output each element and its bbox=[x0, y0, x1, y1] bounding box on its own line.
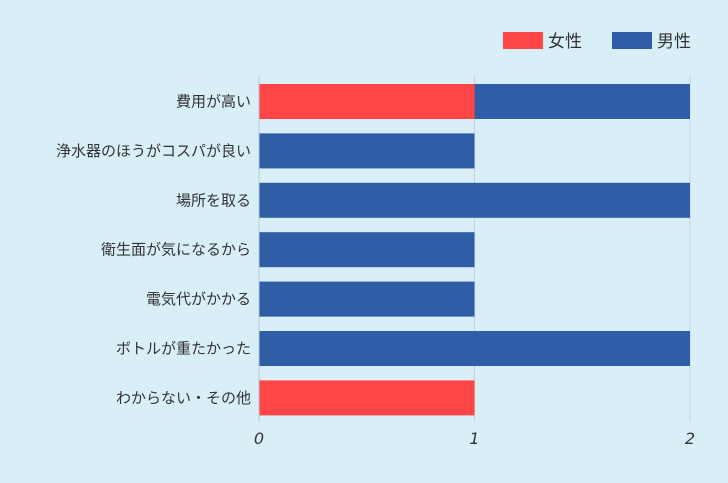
category-label: 浄水器のほうがコスパが良い bbox=[56, 142, 251, 160]
legend-swatch-female bbox=[503, 32, 543, 49]
category-label: 場所を取る bbox=[176, 191, 251, 209]
legend: 女性 男性 bbox=[503, 32, 691, 52]
category-label: わからない・その他 bbox=[116, 389, 251, 407]
bar-female bbox=[259, 84, 475, 119]
category-label: 電気代がかかる bbox=[146, 290, 251, 308]
bar-male bbox=[259, 232, 475, 268]
bars bbox=[259, 84, 690, 416]
x-tick-label: 1 bbox=[469, 429, 479, 448]
bar-male bbox=[259, 331, 690, 366]
x-axis-ticks: 0 1 2 bbox=[254, 429, 695, 448]
category-label: 衛生面が気になるから bbox=[101, 241, 251, 259]
bar-female bbox=[259, 380, 475, 416]
category-labels: 費用が高い浄水器のほうがコスパが良い場所を取る衛生面が気になるから電気代がかかる… bbox=[56, 93, 251, 407]
legend-swatch-male bbox=[612, 32, 652, 49]
legend-label-female: 女性 bbox=[548, 32, 582, 52]
x-tick-label: 0 bbox=[254, 429, 264, 448]
bar-male bbox=[259, 182, 690, 218]
x-tick-label: 2 bbox=[685, 429, 695, 448]
category-label: ボトルが重たかった bbox=[116, 340, 251, 358]
bar-male bbox=[259, 281, 475, 317]
bar-male bbox=[474, 84, 690, 119]
category-label: 費用が高い bbox=[176, 93, 251, 111]
gridlines bbox=[474, 75, 691, 422]
bar-male bbox=[259, 133, 475, 169]
legend-label-male: 男性 bbox=[657, 32, 691, 52]
